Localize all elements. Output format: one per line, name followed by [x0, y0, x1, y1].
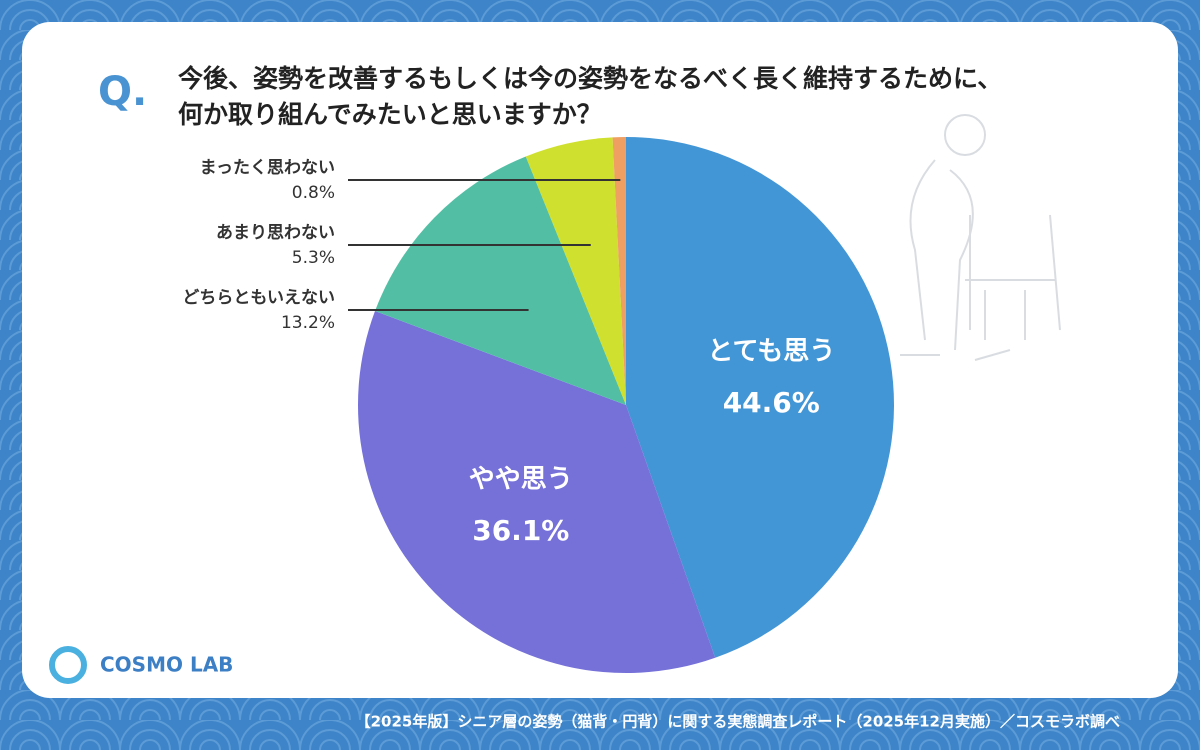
slice-label: とても思う	[707, 337, 835, 367]
title-line: 今後、姿勢を改善するもしくは今の姿勢をなるべく長く維持するために、	[178, 64, 1002, 93]
illustration	[900, 114, 1061, 361]
pie-slice	[626, 137, 894, 658]
pie-slice	[525, 137, 626, 405]
outside-label: あまり思わない	[216, 223, 335, 243]
slice-value: 36.1%	[472, 514, 569, 547]
pie-slice	[357, 311, 716, 673]
slice-value: 44.6%	[723, 386, 820, 419]
logo-group: COSMO LAB	[49, 646, 233, 684]
slice-label: やや思う	[469, 465, 573, 495]
pie-slice	[375, 156, 626, 405]
outside-label: まったく思わない	[200, 158, 335, 178]
outside-label: どちらともいえない	[182, 288, 335, 308]
outside-value: 13.2%	[281, 313, 335, 333]
title-line: 何か取り組んでみたいと思いますか？	[178, 100, 602, 129]
footer: 【2025年版】シニア層の姿勢（猫背・円背）に関する実態調査レポート（2025年…	[356, 713, 1120, 731]
outside-value: 5.3%	[292, 248, 335, 268]
outside-value: 0.8%	[292, 183, 335, 203]
logo-icon	[49, 646, 87, 684]
logo: COSMO LAB	[100, 653, 233, 677]
question-mark: Q.	[98, 69, 147, 115]
pie-slice	[612, 137, 626, 405]
